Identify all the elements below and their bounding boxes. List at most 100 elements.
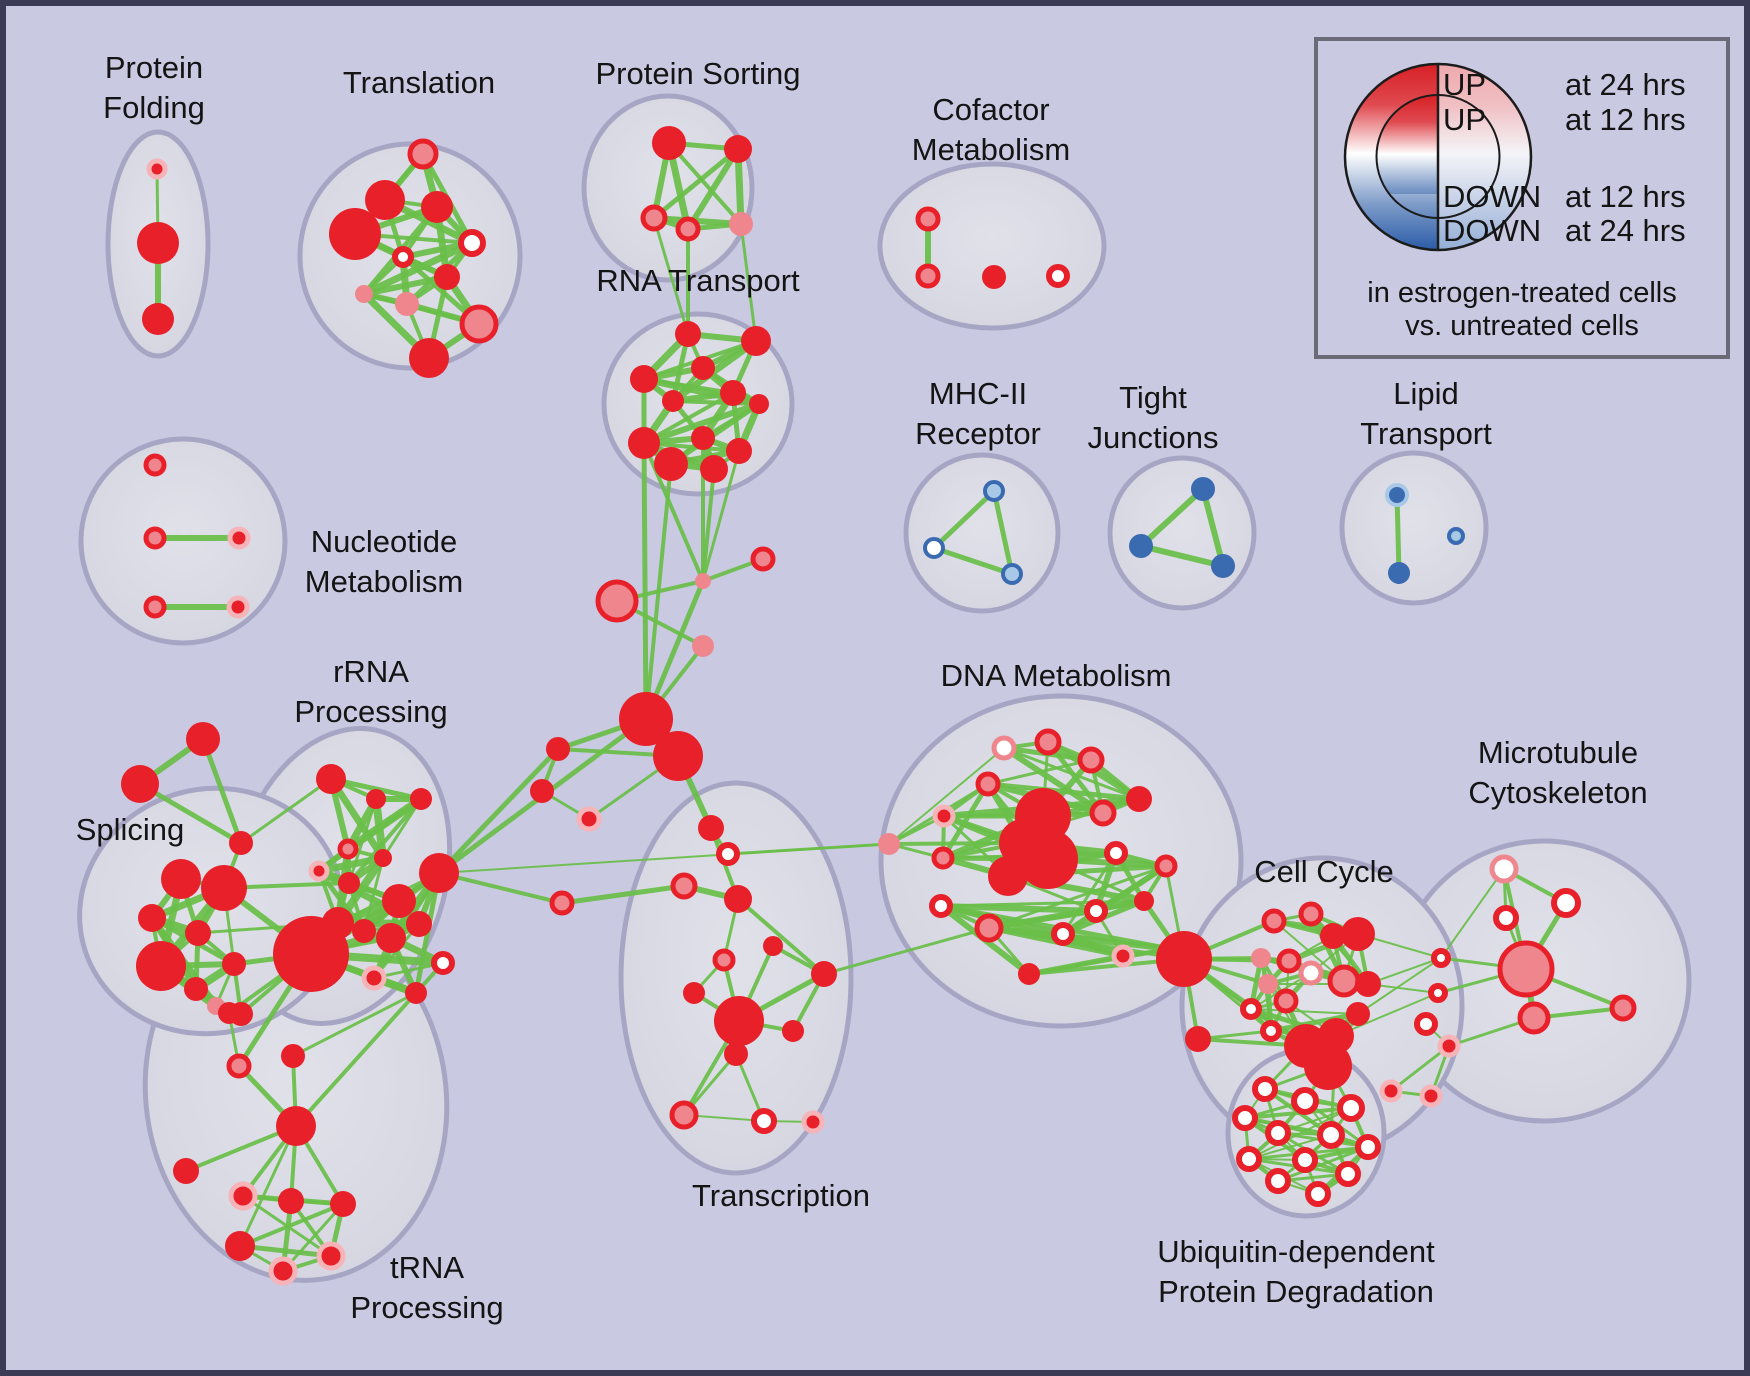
cluster-label: Protein Sorting <box>595 56 800 91</box>
legend-down-12-time: at 12 hrs <box>1565 179 1686 214</box>
network-edge <box>985 781 1142 802</box>
network-node-tj2 <box>1211 554 1235 578</box>
network-edge <box>1335 992 1439 1037</box>
network-node-d1 <box>1034 728 1062 756</box>
network-edge <box>991 488 1015 577</box>
network-edge <box>1200 486 1226 569</box>
network-node-rr4 <box>308 860 330 882</box>
legend-up-24-level: UP <box>1443 67 1486 102</box>
network-node-m6 <box>1609 994 1637 1022</box>
network-edge <box>1394 492 1402 576</box>
network-edge <box>822 926 991 976</box>
network-node-g3 <box>549 890 575 916</box>
network-node-c10 <box>1240 998 1262 1020</box>
network-node-r0 <box>675 321 701 347</box>
network-node-c2 <box>1320 923 1346 949</box>
network-node-lp1 <box>1388 562 1410 584</box>
network-node-tr10 <box>751 1108 777 1134</box>
network-edge <box>931 545 1015 577</box>
network-node-c1 <box>1298 901 1324 927</box>
network-node-sp5 <box>222 952 246 976</box>
network-edge <box>238 1202 345 1248</box>
network-node-c0 <box>1261 908 1287 934</box>
legend-up-12-level: UP <box>1443 102 1486 137</box>
network-node-c11 <box>1273 988 1299 1014</box>
network-node-sp3 <box>136 941 186 991</box>
network-node-mh0 <box>983 480 1005 502</box>
cluster-label: Splicing <box>76 812 185 847</box>
network-node-k1 <box>226 1053 252 1079</box>
network-node-t5 <box>392 246 414 268</box>
cluster-bubble-tight-junctions <box>1107 455 1257 611</box>
network-node-tr0 <box>698 815 724 841</box>
network-node-t2 <box>329 208 381 260</box>
network-node-m10 <box>1419 1084 1443 1108</box>
network-node-c8 <box>1355 971 1381 997</box>
network-node-ps2 <box>640 204 668 232</box>
network-node-d11 <box>929 894 953 918</box>
network-node-u0 <box>1252 1076 1278 1102</box>
network-edge <box>701 449 741 583</box>
network-node-g0 <box>546 737 570 761</box>
network-edge <box>652 216 690 336</box>
network-node-n2 <box>227 526 251 550</box>
legend-up-12-time: at 12 hrs <box>1565 102 1686 137</box>
cluster-label: Tight Junctions <box>1088 380 1219 455</box>
network-node-x1 <box>278 1188 304 1214</box>
cluster-label: rRNA Processing <box>294 654 447 729</box>
network-node-u5 <box>1317 1121 1345 1149</box>
network-edge <box>315 854 387 875</box>
network-node-c9 <box>1258 974 1278 994</box>
network-node-cf2 <box>982 265 1006 289</box>
legend-border <box>1314 37 1730 359</box>
network-node-d2 <box>1077 746 1105 774</box>
network-node-rr11 <box>406 911 432 937</box>
cluster-label: Microtubule Cytoskeleton <box>1468 735 1647 810</box>
network-node-m7 <box>1414 1012 1438 1036</box>
network-node-ti <box>173 1158 199 1184</box>
cluster-label: DNA Metabolism <box>941 658 1172 693</box>
network-node-n3 <box>143 595 167 619</box>
network-node-u9 <box>1335 1161 1361 1187</box>
network-edge <box>685 146 741 232</box>
network-canvas: Protein Folding Translation Protein Sorting… <box>76 37 1730 1325</box>
network-node-dnl <box>878 833 900 855</box>
network-node-d18 <box>1018 963 1040 985</box>
cluster-label: MHC-II Receptor <box>915 376 1041 451</box>
network-node-r6 <box>749 394 769 414</box>
network-edge <box>361 274 450 297</box>
network-node-trB <box>714 996 764 1046</box>
network-edge <box>739 222 758 343</box>
network-node-rr13 <box>361 965 387 991</box>
network-node-pf1 <box>137 222 179 264</box>
network-node-s1 <box>121 765 159 803</box>
network-edge <box>667 141 743 226</box>
cluster-label: Cell Cycle <box>1254 854 1394 889</box>
cluster-bubble-cofactor-metabolism <box>877 161 1107 331</box>
network-node-u2 <box>1337 1094 1365 1122</box>
network-edge <box>641 440 649 722</box>
network-node-tr6 <box>811 961 837 987</box>
network-node-g1 <box>530 779 554 803</box>
network-node-rr12 <box>431 951 455 975</box>
network-node-u4 <box>1265 1120 1291 1146</box>
network-node-sp2 <box>138 904 166 932</box>
network-node-u3 <box>1232 1105 1258 1131</box>
network-node-d6 <box>1126 786 1152 812</box>
network-node-tr7 <box>782 1020 804 1042</box>
network-node-d4 <box>932 804 956 828</box>
network-node-d14 <box>1051 922 1075 946</box>
network-node-tr11 <box>801 1110 825 1134</box>
legend-up-24-time: at 24 hrs <box>1565 67 1686 102</box>
network-node-t9 <box>459 304 499 344</box>
network-node-u8 <box>1292 1147 1318 1173</box>
network-node-sp4 <box>185 920 211 946</box>
network-edge <box>1440 868 1505 959</box>
network-edge <box>651 146 741 221</box>
network-edge <box>1268 1011 1361 1034</box>
network-node-tr1 <box>670 872 698 900</box>
network-node-r10 <box>654 447 688 481</box>
network-node-h2 <box>595 579 639 623</box>
network-edge <box>291 991 418 1058</box>
network-edge <box>701 467 716 583</box>
